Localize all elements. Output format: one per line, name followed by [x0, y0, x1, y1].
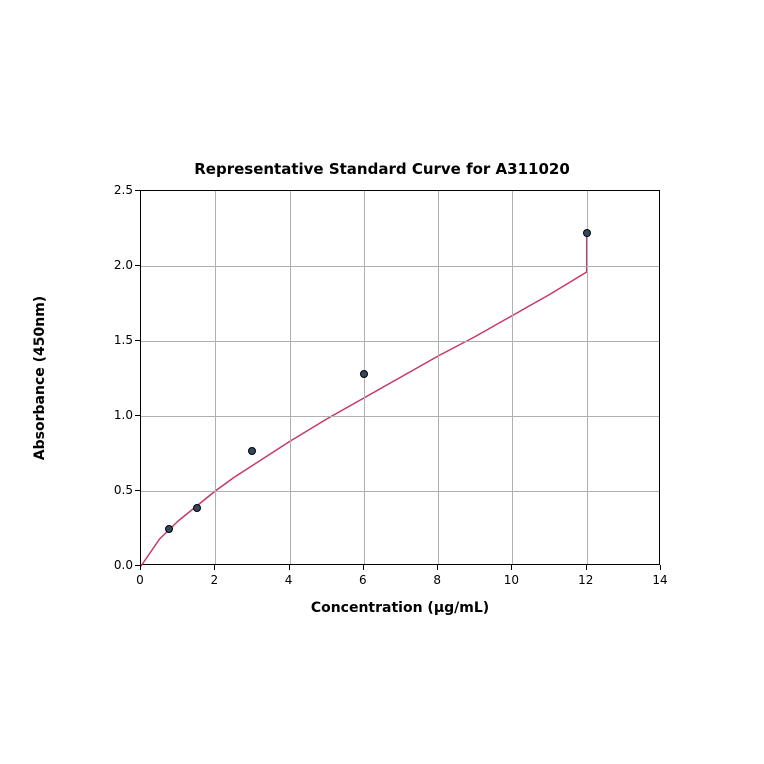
y-axis-label: Absorbance (450nm) — [32, 278, 48, 478]
grid-line-horizontal — [141, 416, 659, 417]
grid-line-vertical — [438, 191, 439, 564]
x-axis-label: Concentration (µg/mL) — [140, 600, 660, 616]
x-tick-label: 14 — [652, 573, 667, 587]
y-tick-mark — [135, 190, 140, 191]
data-point — [248, 447, 256, 455]
x-tick-label: 2 — [210, 573, 218, 587]
y-tick-mark — [135, 565, 140, 566]
x-tick-mark — [363, 565, 364, 570]
data-point — [360, 370, 368, 378]
fitted-curve — [141, 191, 661, 566]
y-tick-label: 1.5 — [105, 333, 133, 347]
x-tick-mark — [586, 565, 587, 570]
data-point — [193, 504, 201, 512]
x-tick-mark — [289, 565, 290, 570]
grid-line-horizontal — [141, 491, 659, 492]
grid-line-vertical — [215, 191, 216, 564]
y-tick-label: 2.5 — [105, 183, 133, 197]
x-tick-mark — [437, 565, 438, 570]
y-tick-mark — [135, 265, 140, 266]
x-tick-label: 8 — [433, 573, 441, 587]
x-tick-mark — [660, 565, 661, 570]
chart-title: Representative Standard Curve for A31102… — [0, 160, 764, 178]
grid-line-vertical — [587, 191, 588, 564]
y-tick-label: 0.0 — [105, 558, 133, 572]
x-tick-mark — [140, 565, 141, 570]
x-tick-label: 0 — [136, 573, 144, 587]
x-tick-mark — [214, 565, 215, 570]
y-tick-label: 2.0 — [105, 258, 133, 272]
x-tick-label: 6 — [359, 573, 367, 587]
chart-container: Representative Standard Curve for A31102… — [0, 0, 764, 764]
data-point — [583, 229, 591, 237]
x-tick-mark — [511, 565, 512, 570]
plot-area — [140, 190, 660, 565]
y-tick-mark — [135, 415, 140, 416]
y-tick-mark — [135, 340, 140, 341]
x-tick-label: 4 — [285, 573, 293, 587]
data-point — [165, 525, 173, 533]
y-tick-label: 1.0 — [105, 408, 133, 422]
y-tick-mark — [135, 490, 140, 491]
x-tick-label: 10 — [504, 573, 519, 587]
grid-line-horizontal — [141, 341, 659, 342]
x-tick-label: 12 — [578, 573, 593, 587]
grid-line-vertical — [290, 191, 291, 564]
grid-line-horizontal — [141, 266, 659, 267]
grid-line-vertical — [512, 191, 513, 564]
y-tick-label: 0.5 — [105, 483, 133, 497]
